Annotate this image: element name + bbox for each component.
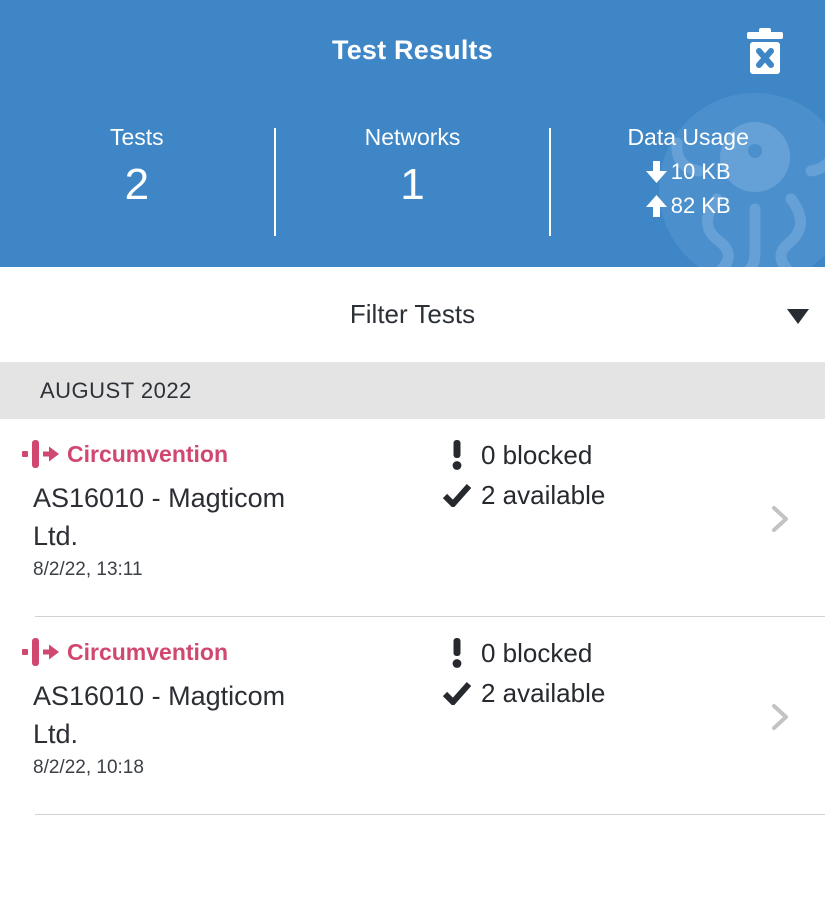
data-usage-values: 10 KB 82 KB	[645, 156, 731, 222]
stat-networks: Networks 1	[276, 122, 550, 236]
chevron-right-icon[interactable]	[771, 703, 789, 731]
upload-usage: 82 KB	[645, 190, 731, 222]
tests-label: Tests	[109, 124, 164, 150]
test-category-line: Circumvention	[22, 637, 303, 667]
download-arrow-icon	[645, 161, 667, 183]
filter-tests-label: Filter Tests	[349, 299, 476, 329]
download-value: 10 KB	[670, 159, 731, 184]
test-timestamp: 8/2/22, 13:11	[33, 559, 143, 580]
checkmark-icon	[443, 483, 471, 507]
test-result-row[interactable]: Circumvention AS16010 - Magticom Ltd. 8/…	[0, 617, 825, 815]
blocked-count: 0 blocked	[481, 637, 593, 668]
circumvention-icon	[22, 440, 59, 468]
network-name: AS16010 - Magticom Ltd.	[33, 681, 286, 749]
result-stats: 0 blocked 2 available	[443, 633, 605, 713]
row-divider	[35, 814, 825, 815]
stat-tests: Tests 2	[0, 122, 274, 236]
upload-value: 82 KB	[670, 193, 731, 218]
stat-data-usage: Data Usage 10 KB 82 KB	[551, 122, 825, 236]
month-section-title: AUGUST 2022	[40, 377, 192, 403]
month-section-header: AUGUST 2022	[0, 362, 825, 419]
stats-divider	[273, 128, 276, 236]
dropdown-caret-icon[interactable]	[787, 308, 809, 324]
data-usage-label: Data Usage	[627, 124, 749, 150]
result-summary: Circumvention AS16010 - Magticom Ltd. 8/…	[22, 637, 303, 779]
networks-label: Networks	[364, 124, 461, 150]
blocked-stat: 0 blocked	[443, 435, 605, 475]
available-stat: 2 available	[443, 673, 605, 713]
row-divider	[35, 616, 825, 617]
available-count: 2 available	[481, 479, 606, 510]
test-result-row[interactable]: Circumvention AS16010 - Magticom Ltd. 8/…	[0, 419, 825, 617]
blocked-count: 0 blocked	[481, 439, 593, 470]
blocked-stat: 0 blocked	[443, 633, 605, 673]
trash-icon	[747, 28, 783, 74]
checkmark-icon	[443, 681, 471, 705]
filter-tests-dropdown[interactable]: Filter Tests	[0, 267, 825, 362]
circumvention-icon	[22, 638, 59, 666]
upload-arrow-icon	[645, 195, 667, 217]
test-category-line: Circumvention	[22, 439, 303, 469]
tests-value: 2	[124, 160, 150, 209]
download-usage: 10 KB	[645, 156, 731, 188]
test-timestamp: 8/2/22, 10:18	[33, 757, 144, 778]
stats-summary: Tests 2 Networks 1 Data Usage 10 KB	[0, 100, 825, 236]
exclamation-icon	[443, 440, 471, 470]
result-summary: Circumvention AS16010 - Magticom Ltd. 8/…	[22, 439, 303, 581]
network-name: AS16010 - Magticom Ltd.	[33, 483, 286, 551]
exclamation-icon	[443, 638, 471, 668]
test-category-label: Circumvention	[67, 638, 229, 665]
page-title: Test Results	[332, 34, 493, 65]
networks-value: 1	[400, 160, 425, 209]
available-count: 2 available	[481, 677, 606, 708]
available-stat: 2 available	[443, 475, 605, 515]
titlebar: Test Results	[0, 0, 825, 100]
header: Test Results Tests 2 Net	[0, 0, 825, 267]
test-category-label: Circumvention	[67, 440, 229, 467]
stats-divider	[549, 128, 552, 236]
result-stats: 0 blocked 2 available	[443, 435, 605, 515]
delete-results-button[interactable]	[745, 27, 785, 75]
chevron-right-icon[interactable]	[771, 505, 789, 533]
